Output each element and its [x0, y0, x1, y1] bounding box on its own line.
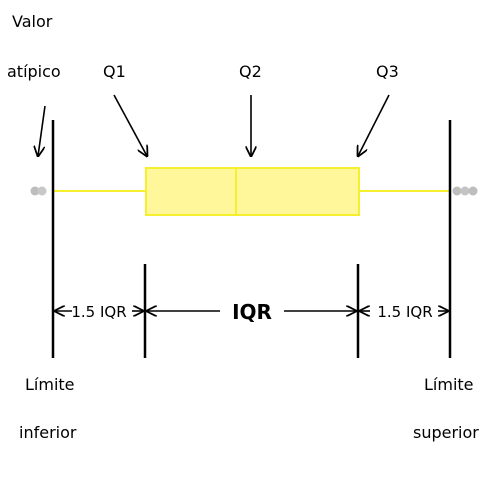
iqr-box	[145, 167, 360, 216]
outlier-point	[37, 186, 47, 196]
q2-label: Q2	[239, 62, 262, 81]
outlier-point	[468, 186, 478, 196]
left-span-label: 1.5 IQR	[71, 303, 126, 321]
outlier-label-line1: Valor	[12, 12, 53, 31]
q3-label: Q3	[376, 62, 399, 81]
outlier-point	[452, 186, 462, 196]
lower-limit-label-line2: inferior	[19, 423, 77, 442]
q1-pointer-arrow	[113, 94, 147, 156]
outlier-label-line2: atípico	[7, 62, 61, 81]
q1-label: Q1	[103, 62, 126, 81]
iqr-span-label: IQR	[232, 300, 272, 324]
q3-pointer-arrow	[358, 94, 390, 156]
outlier-point	[30, 186, 40, 196]
outlier-point	[460, 186, 470, 196]
right-span-label: 1.5 IQR	[377, 303, 432, 321]
upper-limit-label-line2: superior	[413, 423, 479, 442]
lower-limit-label-line1: Límite	[25, 375, 75, 394]
upper-limit-label-line1: Límite	[424, 375, 474, 394]
outlier-pointer-arrow	[38, 105, 46, 156]
